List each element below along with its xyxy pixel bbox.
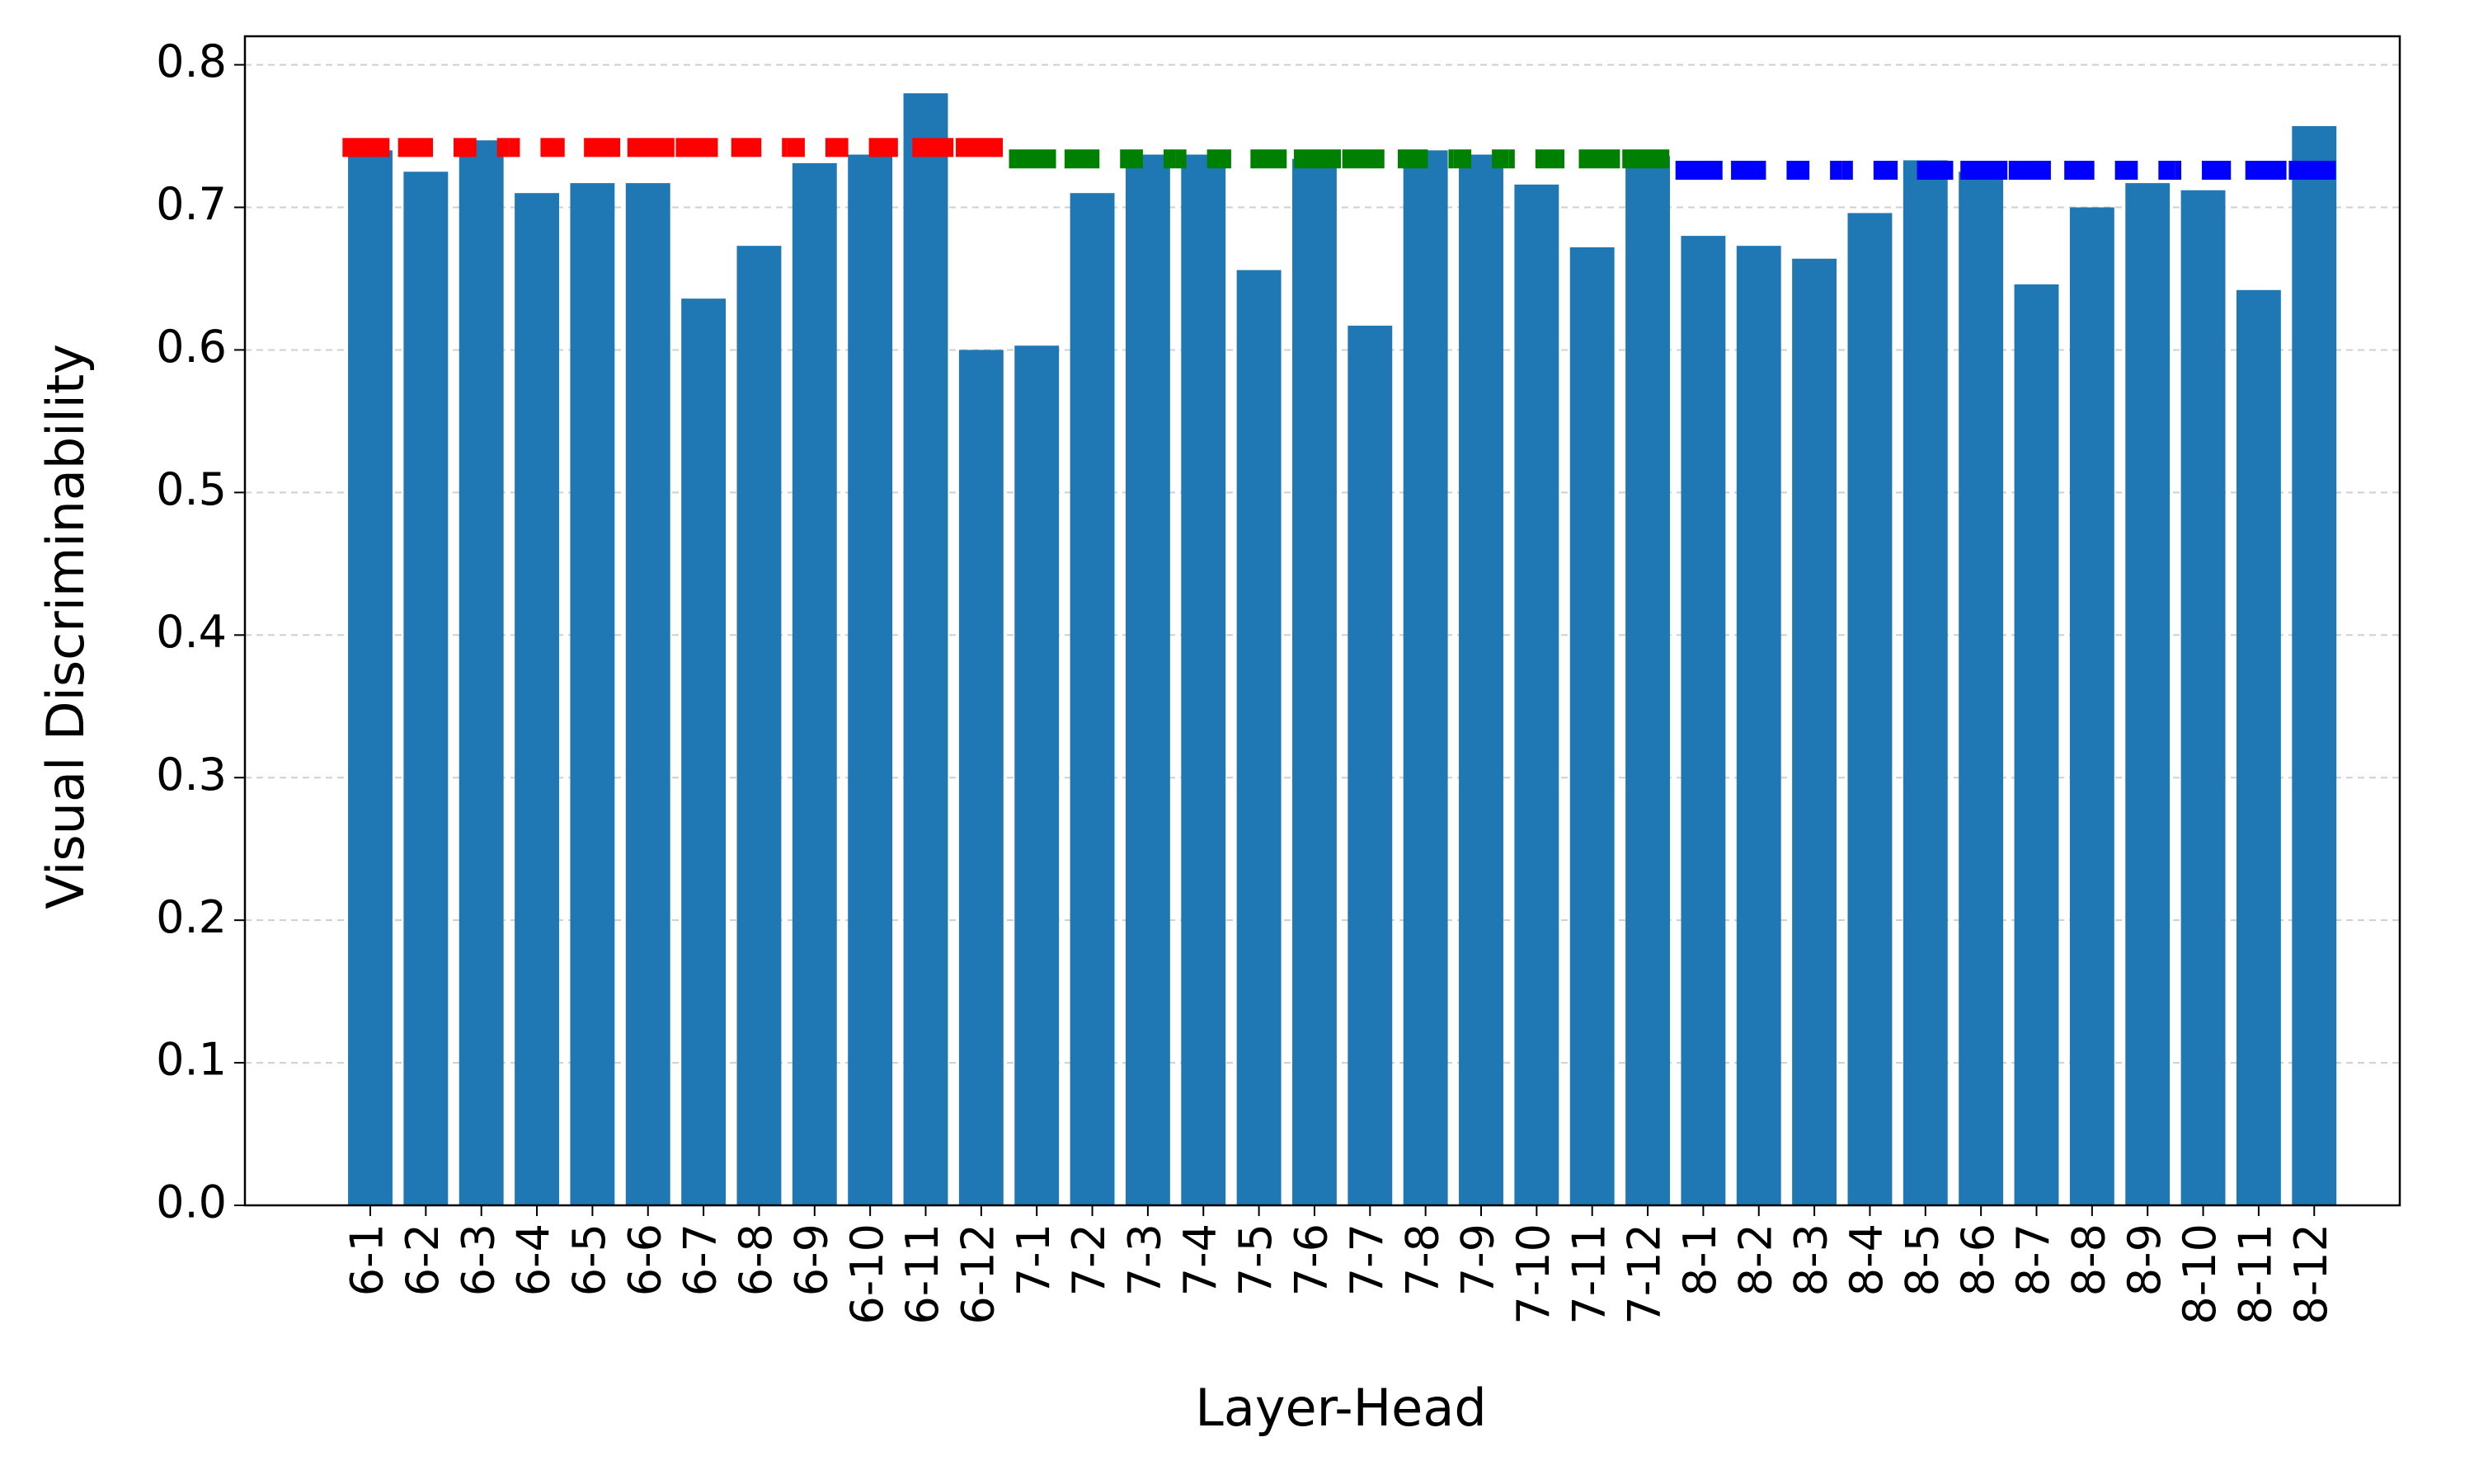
- x-tick-label: 7-12: [1619, 1223, 1671, 1325]
- bar: [2180, 190, 2226, 1205]
- bar: [1292, 158, 1337, 1206]
- x-tick-label: 6-3: [452, 1223, 504, 1296]
- bar: [2236, 289, 2281, 1205]
- y-tick-label: 0.6: [156, 321, 227, 373]
- bar: [1125, 154, 1170, 1205]
- x-tick-label: 8-3: [1785, 1223, 1837, 1296]
- x-tick-label: 7-3: [1119, 1223, 1171, 1296]
- bar: [1014, 345, 1060, 1205]
- bar: [2069, 207, 2114, 1205]
- x-tick-label: 6-2: [397, 1223, 449, 1296]
- x-tick-label: 8-6: [1952, 1223, 2004, 1296]
- x-tick-label: 7-1: [1008, 1223, 1060, 1296]
- y-tick-label: 0.4: [156, 606, 227, 658]
- y-tick-label: 0.2: [156, 891, 227, 943]
- bar: [681, 298, 727, 1206]
- x-tick-label: 6-6: [618, 1223, 670, 1296]
- bar: [625, 183, 670, 1206]
- bar: [1847, 213, 1893, 1206]
- x-tick-label: 7-8: [1396, 1223, 1448, 1296]
- x-tick-label: 8-11: [2230, 1223, 2282, 1325]
- bar: [736, 246, 782, 1206]
- x-tick-label: 6-8: [730, 1223, 782, 1296]
- bar: [1181, 154, 1226, 1205]
- x-tick-label: 6-4: [508, 1223, 560, 1296]
- bar: [958, 350, 1004, 1206]
- bar: [792, 162, 837, 1205]
- x-tick-label: 7-7: [1341, 1223, 1393, 1296]
- x-tick-label: 7-11: [1563, 1223, 1615, 1325]
- bar: [1681, 236, 1726, 1206]
- x-tick-label: 7-5: [1230, 1223, 1282, 1296]
- x-tick-label: 6-12: [952, 1223, 1004, 1325]
- x-tick-label: 8-2: [1729, 1223, 1781, 1296]
- bar: [403, 171, 449, 1205]
- x-axis-label: Layer-Head: [1195, 1378, 1486, 1438]
- x-tick-label: 7-2: [1063, 1223, 1115, 1296]
- x-tick-label: 7-4: [1174, 1223, 1226, 1296]
- bar: [348, 150, 393, 1206]
- x-tick-label: 6-1: [341, 1223, 393, 1296]
- x-tick-label: 8-12: [2285, 1223, 2337, 1325]
- x-tick-label: 6-9: [785, 1223, 837, 1296]
- bar: [1959, 171, 2004, 1205]
- x-tick-label: 6-10: [841, 1223, 893, 1325]
- bar: [1236, 270, 1282, 1206]
- x-tick-label: 8-5: [1896, 1223, 1948, 1296]
- x-tick-label: 8-10: [2174, 1223, 2226, 1325]
- bar: [903, 93, 948, 1205]
- bar: [1459, 154, 1503, 1205]
- y-tick-label: 0.0: [156, 1176, 227, 1228]
- y-axis-label: Visual Discriminability: [35, 344, 96, 909]
- bar: [1625, 156, 1670, 1205]
- x-tick-label: 8-8: [2062, 1223, 2114, 1296]
- bar: [1736, 246, 1781, 1206]
- bar: [1792, 258, 1837, 1205]
- x-tick-label: 8-1: [1674, 1223, 1726, 1296]
- y-tick-label: 0.5: [156, 463, 227, 515]
- y-tick-label: 0.8: [156, 35, 227, 87]
- x-tick-label: 6-5: [563, 1223, 615, 1296]
- y-tick-label: 0.1: [156, 1034, 227, 1086]
- bar: [570, 183, 615, 1206]
- bar: [2125, 183, 2171, 1206]
- bar: [1569, 247, 1615, 1206]
- bar: [848, 154, 893, 1205]
- y-tick-label: 0.3: [156, 749, 227, 801]
- bar: [1070, 193, 1115, 1206]
- x-tick-label: 7-6: [1286, 1223, 1338, 1296]
- y-tick-label: 0.7: [156, 178, 227, 230]
- bar: [1903, 160, 1948, 1206]
- axes: 0.00.10.20.30.40.50.60.70.86-1 6-2 6-3 6-4 6…: [156, 35, 2401, 1325]
- bar: [459, 140, 504, 1206]
- x-tick-label: 8-7: [2007, 1223, 2059, 1296]
- x-tick-label: 6-7: [675, 1223, 727, 1296]
- x-tick-label: 7-9: [1452, 1223, 1504, 1296]
- bar: [1403, 150, 1448, 1206]
- x-tick-label: 8-9: [2119, 1223, 2171, 1296]
- x-tick-label: 7-10: [1507, 1223, 1559, 1325]
- x-tick-label: 8-4: [1841, 1223, 1893, 1296]
- plot-frame: [243, 35, 2401, 1207]
- bar: [2292, 125, 2337, 1206]
- bar: [1514, 184, 1559, 1206]
- bar: [2014, 284, 2059, 1205]
- marks: [342, 93, 2342, 1206]
- bar: [1348, 326, 1393, 1205]
- x-tick-label: 6-11: [896, 1223, 948, 1325]
- bar: [515, 193, 559, 1206]
